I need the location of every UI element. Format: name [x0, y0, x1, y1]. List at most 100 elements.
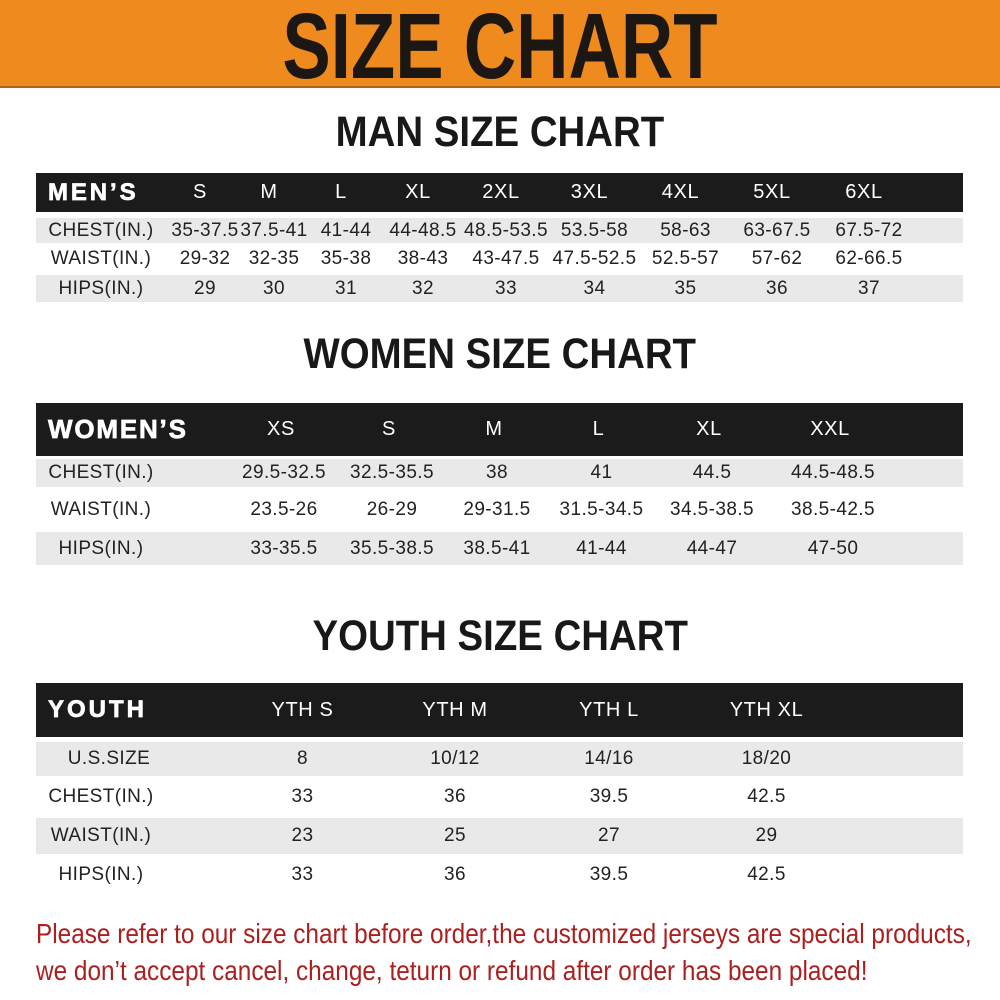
- men-table-row-chest: CHEST(IN.) 35-37.5 37.5-41 41-44 44-48.5 48.5…: [36, 218, 963, 243]
- footnote-line-1: Please refer to our size chart before or…: [36, 918, 972, 949]
- footnote-line-2: we don’t accept cancel, change, teturn o…: [36, 955, 868, 986]
- table-cell: 10/12: [430, 748, 480, 769]
- youth-table-row-waist: WAIST(IN.) 23 25 27 29: [36, 818, 963, 854]
- women-table-row-waist: WAIST(IN.) 23.5-26 26-29 29-31.5 31.5-34.5 34…: [36, 487, 963, 532]
- youth-table-header-row: YOUTH YTH S YTH M YTH L YTH XL: [36, 683, 963, 737]
- table-cell: 27: [598, 825, 620, 846]
- table-cell: 33: [495, 277, 517, 299]
- table-cell: 37: [858, 277, 880, 299]
- youth-table-row-chest: CHEST(IN.) 33 36 39.5 42.5: [36, 776, 963, 818]
- table-cell: 48.5-53.5: [464, 219, 548, 241]
- header-cell: YTH M: [422, 698, 488, 721]
- table-cell: 44.5: [692, 462, 732, 483]
- section-title-women-text: WOMEN SIZE CHART: [303, 330, 697, 378]
- women-table-header-row: WOMEN’S XS S M L XL XXL: [36, 403, 963, 456]
- men-table-row-waist: WAIST(IN.) 29-32 32-35 35-38 38-43 43-47.5 47.…: [36, 243, 963, 275]
- header-cell: XL: [405, 181, 431, 203]
- table-cell: 41-44: [320, 219, 372, 241]
- table-cell: 38: [486, 462, 508, 483]
- table-cell: 38.5-41: [463, 537, 531, 559]
- table-cell: 31: [335, 277, 357, 299]
- table-cell: 57-62: [751, 248, 803, 269]
- table-cell: 44.5-48.5: [791, 462, 875, 483]
- table-cell: 67.5-72: [835, 219, 903, 241]
- table-cell: 32: [412, 277, 434, 299]
- table-cell: 33-35.5: [250, 537, 318, 559]
- table-cell: HIPS(IN.): [58, 537, 144, 559]
- table-cell: 47-50: [807, 537, 859, 559]
- table-cell: 52.5-57: [651, 248, 720, 269]
- table-cell: 23.5-26: [250, 498, 318, 520]
- table-cell: 32.5-35.5: [350, 462, 434, 483]
- header-cell: MEN’S: [48, 178, 139, 206]
- table-cell: 35-37.5: [171, 219, 239, 241]
- table-cell: 29-32: [179, 248, 231, 269]
- table-cell: 36: [444, 786, 466, 807]
- table-cell: 31.5-34.5: [559, 498, 644, 520]
- table-cell: 44-47: [686, 537, 738, 559]
- table-cell: HIPS(IN.): [58, 277, 144, 299]
- table-cell: 43-47.5: [472, 248, 540, 269]
- header-cell: L: [592, 418, 605, 440]
- header-cell: 6XL: [845, 181, 883, 203]
- table-cell: 29.5-32.5: [242, 462, 326, 483]
- table-cell: 41: [590, 462, 613, 483]
- youth-table-row-ussize: U.S.SIZE 8 10/12 14/16 18/20: [36, 742, 963, 776]
- header-cell: M: [485, 418, 503, 440]
- header-cell: 3XL: [570, 181, 609, 203]
- section-title-man-text: MAN SIZE CHART: [335, 108, 665, 156]
- table-cell: 35.5-38.5: [350, 537, 434, 559]
- header-cell: XL: [696, 418, 722, 440]
- table-cell: 62-66.5: [835, 248, 903, 269]
- men-size-table: MEN’S S M L XL 2XL 3XL 4XL 5XL 6XL CHEST(IN.) 35-3…: [36, 173, 963, 302]
- table-cell: 38.5-42.5: [791, 498, 875, 520]
- header-cell: WOMEN’S: [48, 414, 188, 445]
- table-cell: 23: [291, 825, 314, 846]
- table-cell: 41-44: [576, 537, 627, 559]
- header-cell: S: [382, 418, 396, 440]
- table-cell: 42.5: [747, 864, 786, 885]
- table-cell: 37.5-41: [240, 219, 308, 241]
- table-cell: 8: [297, 748, 308, 769]
- banner-title: SIZE CHART: [282, 0, 718, 98]
- women-size-table: WOMEN’S XS S M L XL XXL CHEST(IN.) 29.5-32.5 32.…: [36, 403, 963, 565]
- table-cell: 63-67.5: [743, 219, 811, 241]
- table-cell: 33: [291, 864, 314, 885]
- table-cell: 29: [755, 825, 778, 846]
- table-cell: 30: [263, 277, 285, 299]
- header-cell: 2XL: [482, 181, 520, 203]
- section-title-youth-text: YOUTH SIZE CHART: [312, 612, 688, 660]
- table-cell: 39.5: [589, 786, 629, 807]
- table-cell: 36: [766, 277, 788, 299]
- table-cell: 38-43: [397, 248, 449, 269]
- table-cell: 36: [444, 864, 466, 885]
- table-cell: 32-35: [248, 248, 300, 269]
- table-cell: CHEST(IN.): [48, 219, 154, 241]
- table-cell: WAIST(IN.): [50, 248, 152, 269]
- youth-table-row-hips: HIPS(IN.) 33 36 39.5 42.5: [36, 854, 963, 896]
- header-cell: 4XL: [661, 181, 700, 203]
- table-cell: 53.5-58: [560, 219, 629, 241]
- men-table-header-row: MEN’S S M L XL 2XL 3XL 4XL 5XL 6XL: [36, 173, 963, 212]
- table-cell: 14/16: [584, 748, 634, 769]
- women-table-row-hips: HIPS(IN.) 33-35.5 35.5-38.5 38.5-41 41-44 44-…: [36, 532, 963, 565]
- header-cell: YTH XL: [729, 698, 804, 721]
- header-cell: XXL: [810, 418, 850, 440]
- table-cell: WAIST(IN.): [50, 825, 152, 846]
- footnote: Please refer to our size chart before or…: [36, 915, 993, 989]
- table-cell: WAIST(IN.): [50, 498, 152, 520]
- table-cell: 44-48.5: [389, 219, 457, 241]
- table-cell: 39.5: [589, 864, 629, 885]
- header-cell: YTH S: [271, 698, 334, 721]
- table-cell: HIPS(IN.): [58, 864, 144, 885]
- header-cell: S: [193, 181, 207, 203]
- table-cell: 29-31.5: [463, 498, 531, 520]
- banner: SIZE CHART: [0, 0, 1000, 92]
- table-cell: 18/20: [741, 748, 792, 769]
- table-cell: CHEST(IN.): [48, 786, 154, 807]
- table-cell: U.S.SIZE: [67, 748, 151, 769]
- table-cell: CHEST(IN.): [48, 462, 154, 483]
- table-cell: 47.5-52.5: [552, 248, 637, 269]
- table-cell: 35-38: [320, 248, 372, 269]
